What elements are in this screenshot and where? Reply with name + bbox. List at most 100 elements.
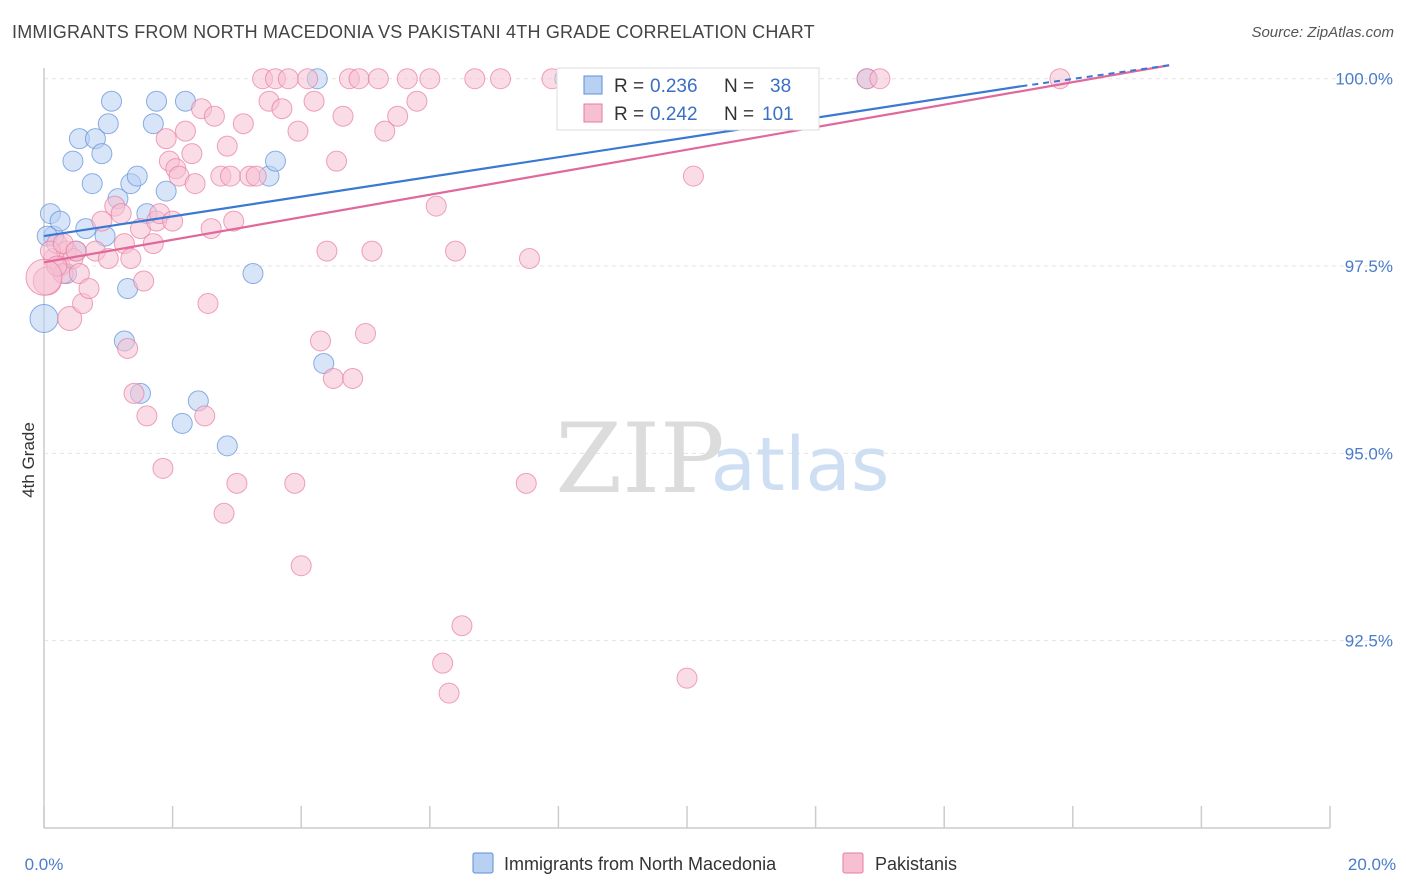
point-pakistanis-83 bbox=[518, 248, 540, 270]
point-pakistanis-81 bbox=[490, 68, 512, 90]
point-pakistanis-21 bbox=[133, 270, 155, 292]
point-north-macedonia-24 bbox=[171, 412, 193, 434]
point-pakistanis-100 bbox=[25, 258, 63, 296]
trend-line-north-macedonia bbox=[43, 85, 1022, 238]
point-pakistanis-55 bbox=[287, 120, 309, 142]
point-pakistanis-41 bbox=[213, 502, 235, 524]
x-tick-label-0: 0.0% bbox=[25, 855, 64, 874]
y-tick-label-1: 97.5% bbox=[1345, 257, 1393, 276]
grid-lines bbox=[44, 78, 1390, 642]
stats-swatch-pink bbox=[583, 103, 603, 123]
stats-box: R = 0.236 N = 38 R = 0.242 N = 101 bbox=[556, 67, 820, 131]
point-pakistanis-13 bbox=[97, 248, 119, 270]
point-north-macedonia-4 bbox=[62, 150, 84, 172]
point-pakistanis-6 bbox=[57, 305, 83, 331]
point-pakistanis-26 bbox=[152, 457, 174, 479]
point-pakistanis-18 bbox=[120, 248, 142, 270]
x-tick-label-1: 20.0% bbox=[1348, 855, 1396, 874]
point-north-macedonia-10 bbox=[91, 143, 113, 165]
axes bbox=[43, 68, 1331, 829]
point-pakistanis-78 bbox=[445, 240, 467, 262]
point-pakistanis-73 bbox=[406, 90, 428, 112]
point-pakistanis-60 bbox=[316, 240, 338, 262]
point-pakistanis-43 bbox=[219, 165, 241, 187]
point-north-macedonia-32 bbox=[313, 352, 335, 374]
legend-swatch-pakistanis bbox=[842, 852, 864, 874]
point-pakistanis-91 bbox=[682, 165, 704, 187]
y-tick-label-0: 100.0% bbox=[1335, 70, 1393, 89]
stats-r-value-blue: 0.236 bbox=[650, 76, 698, 97]
point-pakistanis-10 bbox=[78, 278, 100, 300]
point-pakistanis-15 bbox=[110, 203, 132, 225]
point-pakistanis-58 bbox=[303, 90, 325, 112]
point-pakistanis-90 bbox=[676, 667, 698, 689]
stats-r-label-pink: R = bbox=[614, 104, 644, 125]
legend: Immigrants from North Macedonia Pakistan… bbox=[472, 852, 957, 874]
point-pakistanis-79 bbox=[451, 615, 473, 637]
point-pakistanis-67 bbox=[355, 322, 376, 344]
point-pakistanis-34 bbox=[184, 173, 206, 195]
point-north-macedonia-21 bbox=[142, 113, 164, 135]
point-pakistanis-76 bbox=[432, 652, 454, 674]
point-north-macedonia-22 bbox=[146, 90, 168, 112]
point-north-macedonia-30 bbox=[264, 150, 286, 172]
stats-n-label-blue: N = bbox=[724, 76, 754, 97]
chart-title: IMMIGRANTS FROM NORTH MACEDONIA VS PAKIS… bbox=[12, 22, 815, 42]
legend-label-pakistanis: Pakistanis bbox=[875, 854, 957, 874]
point-pakistanis-42 bbox=[216, 135, 238, 157]
y-tick-label-3: 92.5% bbox=[1345, 632, 1393, 651]
x-tick-labels: 0.0% 20.0% bbox=[25, 855, 1396, 874]
trend-line-pakistanis bbox=[43, 64, 1170, 264]
point-pakistanis-94 bbox=[869, 68, 891, 90]
series-pakistanis bbox=[25, 68, 1071, 704]
point-pakistanis-8 bbox=[68, 263, 90, 285]
watermark-zip: ZIP bbox=[555, 403, 724, 515]
point-pakistanis-36 bbox=[194, 405, 216, 427]
point-pakistanis-48 bbox=[245, 165, 267, 187]
trend-lines bbox=[43, 64, 1170, 264]
watermark: ZIP atlas bbox=[555, 403, 889, 515]
point-pakistanis-75 bbox=[425, 195, 447, 217]
legend-label-north-macedonia: Immigrants from North Macedonia bbox=[504, 854, 777, 874]
point-north-macedonia-13 bbox=[101, 90, 123, 112]
stats-r-value-pink: 0.242 bbox=[650, 104, 698, 125]
point-north-macedonia-2 bbox=[49, 210, 71, 232]
point-pakistanis-44 bbox=[223, 210, 245, 232]
point-pakistanis-22 bbox=[136, 405, 158, 427]
point-pakistanis-57 bbox=[297, 68, 319, 90]
point-pakistanis-59 bbox=[309, 330, 331, 352]
point-north-macedonia-23 bbox=[155, 180, 177, 202]
point-pakistanis-17 bbox=[117, 337, 139, 359]
source-label: Source: ZipAtlas.com bbox=[1251, 24, 1394, 41]
y-tick-labels: 100.0% 97.5% 95.0% 92.5% bbox=[1335, 70, 1393, 651]
point-north-macedonia-28 bbox=[242, 263, 264, 285]
point-pakistanis-45 bbox=[226, 472, 248, 494]
point-pakistanis-53 bbox=[277, 68, 299, 90]
point-pakistanis-71 bbox=[387, 105, 409, 127]
point-pakistanis-29 bbox=[162, 210, 184, 232]
point-north-macedonia-12 bbox=[97, 113, 119, 135]
stats-n-value-blue: 38 bbox=[770, 76, 791, 97]
point-pakistanis-37 bbox=[197, 293, 219, 315]
point-north-macedonia-8 bbox=[81, 173, 103, 195]
point-pakistanis-27 bbox=[155, 128, 177, 150]
stats-r-label-blue: R = bbox=[614, 76, 644, 97]
legend-swatch-north-macedonia bbox=[472, 852, 494, 874]
point-pakistanis-61 bbox=[322, 367, 344, 389]
point-pakistanis-63 bbox=[332, 105, 354, 127]
point-pakistanis-72 bbox=[396, 68, 418, 90]
point-pakistanis-52 bbox=[271, 98, 293, 120]
point-pakistanis-80 bbox=[464, 68, 486, 90]
point-north-macedonia-27 bbox=[216, 435, 238, 457]
point-pakistanis-70 bbox=[374, 120, 396, 142]
point-pakistanis-38 bbox=[200, 218, 222, 240]
point-pakistanis-32 bbox=[174, 120, 196, 142]
point-pakistanis-46 bbox=[232, 113, 254, 135]
point-pakistanis-54 bbox=[284, 472, 306, 494]
y-tick-label-2: 95.0% bbox=[1345, 444, 1393, 463]
watermark-atlas: atlas bbox=[711, 422, 890, 508]
point-pakistanis-74 bbox=[419, 68, 441, 90]
trend-line-north-macedonia-extension bbox=[1021, 64, 1170, 88]
point-pakistanis-19 bbox=[123, 382, 145, 404]
